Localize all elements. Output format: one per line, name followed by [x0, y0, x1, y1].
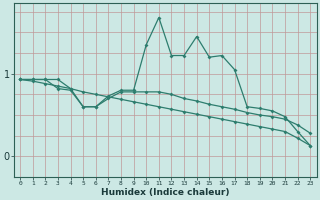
X-axis label: Humidex (Indice chaleur): Humidex (Indice chaleur) [101, 188, 229, 197]
